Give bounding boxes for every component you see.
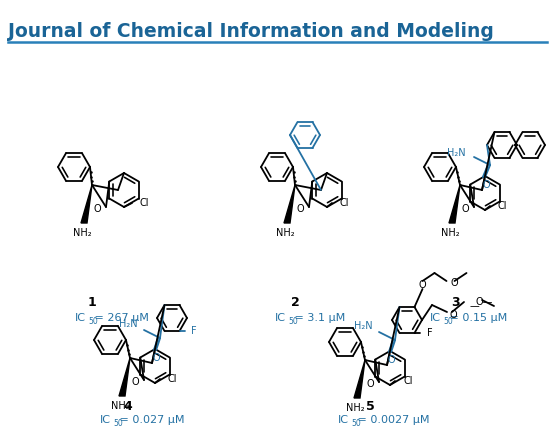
Text: NH₂: NH₂ (73, 228, 92, 238)
Text: H₂N: H₂N (119, 319, 138, 329)
Text: IC: IC (75, 313, 86, 323)
Text: H₂N: H₂N (355, 321, 373, 331)
Text: O: O (93, 204, 101, 214)
Text: Journal of Chemical Information and Modeling: Journal of Chemical Information and Mode… (8, 22, 494, 41)
Text: Cl: Cl (403, 376, 412, 386)
Text: O: O (451, 278, 458, 288)
Text: 4: 4 (124, 399, 133, 413)
Text: 50: 50 (443, 317, 453, 326)
Text: O: O (461, 204, 469, 214)
Text: = 3.1 μM: = 3.1 μM (291, 313, 345, 323)
Text: O: O (152, 353, 160, 363)
Text: IC: IC (100, 415, 111, 425)
Text: NH₂: NH₂ (276, 228, 294, 238)
Polygon shape (81, 185, 92, 223)
Text: O: O (387, 355, 395, 365)
Polygon shape (119, 358, 130, 396)
Text: O: O (366, 379, 374, 389)
Text: 50: 50 (88, 317, 98, 326)
Text: Cl: Cl (498, 201, 507, 211)
Text: NH₂: NH₂ (441, 228, 460, 238)
Text: O: O (482, 180, 490, 190)
Text: 5: 5 (366, 399, 375, 413)
Text: F: F (191, 326, 197, 336)
Text: 50: 50 (113, 419, 123, 428)
Polygon shape (284, 185, 295, 223)
Text: IC: IC (430, 313, 441, 323)
Text: NH₂: NH₂ (346, 403, 364, 413)
Text: IC: IC (338, 415, 349, 425)
Text: O—: O— (476, 297, 493, 307)
Polygon shape (354, 360, 365, 398)
Text: H₂N: H₂N (447, 148, 466, 158)
Text: —: — (470, 301, 480, 311)
Text: 50: 50 (351, 419, 361, 428)
Text: O: O (132, 377, 139, 387)
Text: F: F (426, 328, 432, 338)
Text: 50: 50 (288, 317, 297, 326)
Polygon shape (449, 185, 460, 223)
Text: = 0.0027 μM: = 0.0027 μM (354, 415, 430, 425)
Text: = 0.027 μM: = 0.027 μM (116, 415, 184, 425)
Text: NH₂: NH₂ (110, 401, 129, 411)
Text: IC: IC (275, 313, 286, 323)
Text: = 267 μM: = 267 μM (91, 313, 149, 323)
Text: 2: 2 (291, 296, 299, 308)
Text: 3: 3 (452, 296, 460, 308)
Text: O: O (296, 204, 304, 214)
Text: Cl: Cl (340, 198, 350, 208)
Text: 1: 1 (88, 296, 97, 308)
Text: Cl: Cl (140, 198, 149, 208)
Text: Cl: Cl (168, 374, 178, 384)
Text: O: O (450, 310, 458, 320)
Text: O: O (418, 280, 426, 290)
Text: = 0.15 μM: = 0.15 μM (446, 313, 507, 323)
